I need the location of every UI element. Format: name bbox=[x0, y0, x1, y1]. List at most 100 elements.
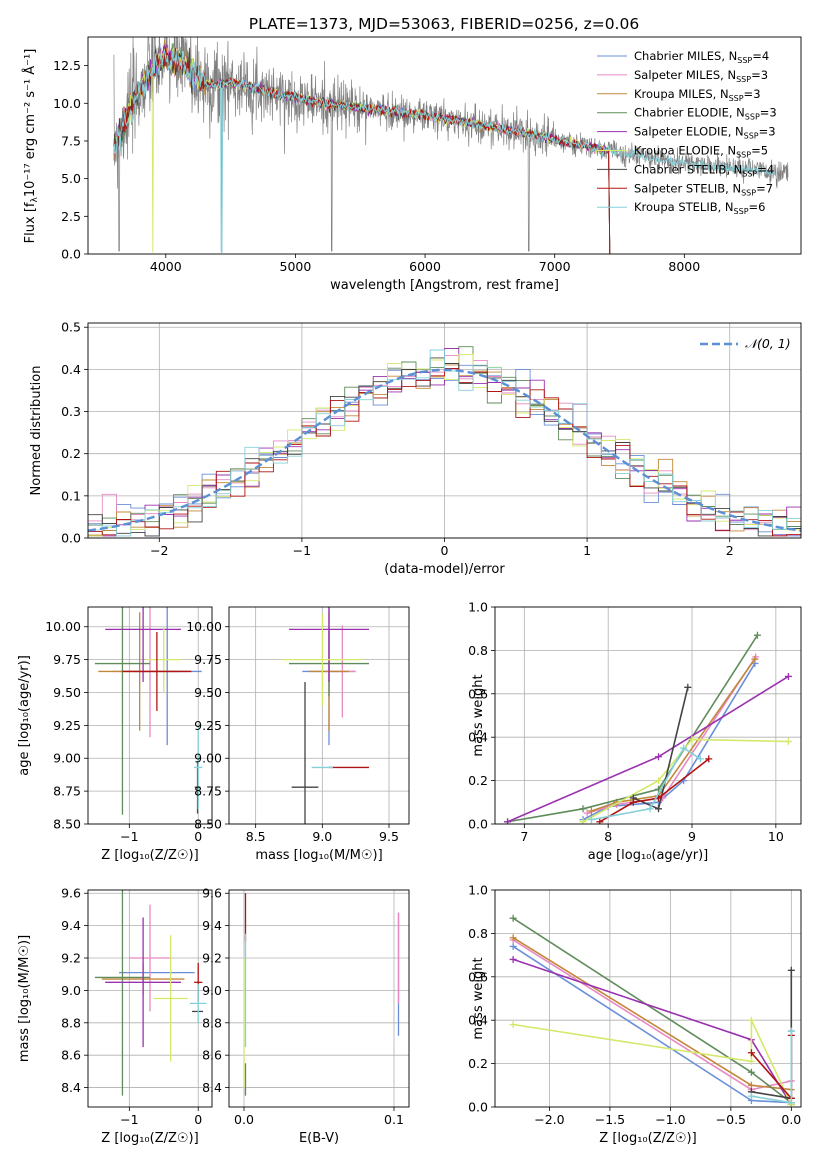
y-tick-label: 9.6 bbox=[202, 886, 222, 901]
legend-entry-0: Chabrier MILES, NSSP=4 bbox=[634, 49, 769, 65]
x-tick-label: 1 bbox=[583, 543, 591, 558]
axes-frame bbox=[228, 606, 410, 825]
figure-title: PLATE=1373, MJD=53063, FIBERID=0256, z=0… bbox=[249, 15, 639, 33]
x-tick-label: 10 bbox=[768, 829, 784, 844]
axes-frame bbox=[228, 889, 410, 1108]
plot-area bbox=[88, 346, 801, 537]
y-tick-label: 0.2 bbox=[61, 446, 81, 461]
x-axis-label: E(B-V) bbox=[299, 1131, 339, 1146]
plot-area bbox=[243, 893, 400, 1096]
y-tick-label: 12.5 bbox=[53, 58, 81, 73]
legend-n: , N bbox=[718, 200, 734, 214]
legend-model-name: Kroupa ELODIE bbox=[634, 144, 720, 158]
weight-series-2 bbox=[591, 658, 756, 812]
weight-marker bbox=[747, 1081, 755, 1089]
y-tick-label: 9.4 bbox=[61, 918, 81, 933]
y-tick-label: 9.2 bbox=[202, 951, 222, 966]
legend-entry-5: Kroupa ELODIE, NSSP=5 bbox=[634, 144, 768, 160]
y-tick-label: 8.4 bbox=[61, 1080, 81, 1095]
weight-marker bbox=[787, 966, 795, 974]
x-tick-label: 4000 bbox=[150, 259, 182, 274]
weight-marker bbox=[509, 942, 517, 950]
x-tick-label: 0 bbox=[441, 543, 449, 558]
y-tick-label: 5.0 bbox=[61, 171, 81, 186]
legend-eq: = bbox=[751, 144, 761, 158]
y-tick-label: 0.8 bbox=[468, 643, 488, 658]
legend-model-name: Kroupa STELIB bbox=[634, 200, 718, 214]
x-tick-label: 7000 bbox=[539, 259, 571, 274]
y-tick-label: 9.2 bbox=[61, 951, 81, 966]
residuals-panel: −2 −1 0 1 2 0.0 0.1 0.2 0.3 0.4 0.5 (data-model)/er… bbox=[29, 320, 802, 577]
legend-model-name: Chabrier MILES bbox=[634, 49, 721, 63]
x-axis-label: (data-model)/error bbox=[384, 562, 505, 577]
y-tick-label: 0.0 bbox=[468, 1100, 488, 1115]
normal-curve bbox=[88, 368, 801, 532]
x-tick-label: 0 bbox=[194, 829, 202, 844]
legend-nssp: 4 bbox=[767, 162, 774, 176]
x-tick-label: 8.5 bbox=[246, 829, 266, 844]
weight-marker bbox=[696, 755, 704, 763]
y-tick-label: 8.75 bbox=[53, 784, 81, 799]
x-tick-label: −1.0 bbox=[655, 1112, 685, 1127]
y-tick-label: 1.0 bbox=[468, 883, 488, 898]
x-tick-label: 8 bbox=[604, 829, 612, 844]
ylabel-sub: λ bbox=[30, 197, 40, 203]
weight-marker bbox=[583, 809, 591, 817]
y-tick-label: 0.0 bbox=[61, 247, 81, 262]
spectrum-panel: 4000 5000 6000 7000 8000 0.0 2.5 5.0 7.5 10.0 12.5… bbox=[22, 36, 802, 293]
legend-n: , N bbox=[729, 106, 745, 120]
weight-series-5 bbox=[512, 1019, 793, 1106]
legend-entry-7: Salpeter STELIB, NSSP=7 bbox=[634, 181, 773, 197]
x-axis-label: Z [log₁₀(Z/Z☉)] bbox=[101, 1131, 198, 1146]
legend-ssp: SSP bbox=[729, 94, 744, 103]
y-tick-label: 8.4 bbox=[202, 1080, 222, 1095]
y-axis-label: mass weight bbox=[471, 674, 486, 756]
x-tick-label: −1 bbox=[120, 829, 138, 844]
y-tick-label: 9.75 bbox=[53, 652, 81, 667]
weight-marker bbox=[747, 1057, 755, 1065]
legend-model-name: Salpeter STELIB bbox=[634, 181, 725, 195]
legend-eq: = bbox=[759, 125, 769, 139]
y-tick-label: 7.5 bbox=[61, 133, 81, 148]
y-tick-label: 1.0 bbox=[468, 600, 488, 615]
y-tick-label: 0.4 bbox=[468, 1013, 488, 1028]
legend-ssp: SSP bbox=[737, 56, 752, 65]
legend-eq: = bbox=[756, 181, 766, 195]
legend-ssp: SSP bbox=[736, 75, 751, 84]
axes-frame bbox=[87, 606, 213, 825]
legend-nssp: 3 bbox=[753, 87, 760, 101]
weight-vs-metallicity-panel: −2.0 −1.5 −1.0 −0.5 0.0 0.0 0.2 0.4 0.6 0.8 1.0 Z [… bbox=[468, 883, 802, 1146]
y-tick-label: 0.5 bbox=[61, 320, 81, 335]
y-tick-label: 2.5 bbox=[61, 209, 81, 224]
plot-area bbox=[113, 37, 789, 254]
legend-eq: = bbox=[744, 87, 754, 101]
legend-nssp: 7 bbox=[766, 181, 773, 195]
weight-marker bbox=[684, 683, 692, 691]
y-tick-label: 9.75 bbox=[194, 652, 222, 667]
weight-marker bbox=[747, 1016, 755, 1024]
legend-eq: = bbox=[757, 162, 767, 176]
y-tick-label: 8.6 bbox=[202, 1048, 222, 1063]
weight-series-5 bbox=[582, 738, 789, 823]
y-tick-label: 0.3 bbox=[61, 404, 81, 419]
y-tick-label: 10.00 bbox=[45, 619, 81, 634]
y-axis-label: mass weight bbox=[471, 957, 486, 1039]
y-tick-label: 9.00 bbox=[194, 751, 222, 766]
legend-nssp: 3 bbox=[768, 125, 775, 139]
weight-marker bbox=[753, 631, 761, 639]
legend-nssp: 5 bbox=[761, 144, 768, 158]
y-tick-label: 0.4 bbox=[61, 362, 81, 377]
ylabel-main: Flux [f bbox=[23, 202, 38, 243]
legend-nssp: 3 bbox=[769, 106, 776, 120]
weight-vs-age-panel: 7 8 9 10 0.0 0.2 0.4 0.6 0.8 1.0 age [log₁₀(age/yr… bbox=[468, 600, 802, 863]
y-tick-label: 10.0 bbox=[53, 96, 81, 111]
plot-area bbox=[509, 914, 795, 1107]
x-tick-label: 2 bbox=[726, 543, 734, 558]
legend-eq: = bbox=[749, 200, 759, 214]
y-tick-label: 9.4 bbox=[202, 918, 222, 933]
y-tick-label: 8.50 bbox=[53, 817, 81, 832]
plot-area bbox=[94, 607, 203, 815]
weight-marker bbox=[629, 798, 637, 806]
weight-series-8 bbox=[591, 746, 701, 821]
weight-marker bbox=[579, 818, 587, 824]
